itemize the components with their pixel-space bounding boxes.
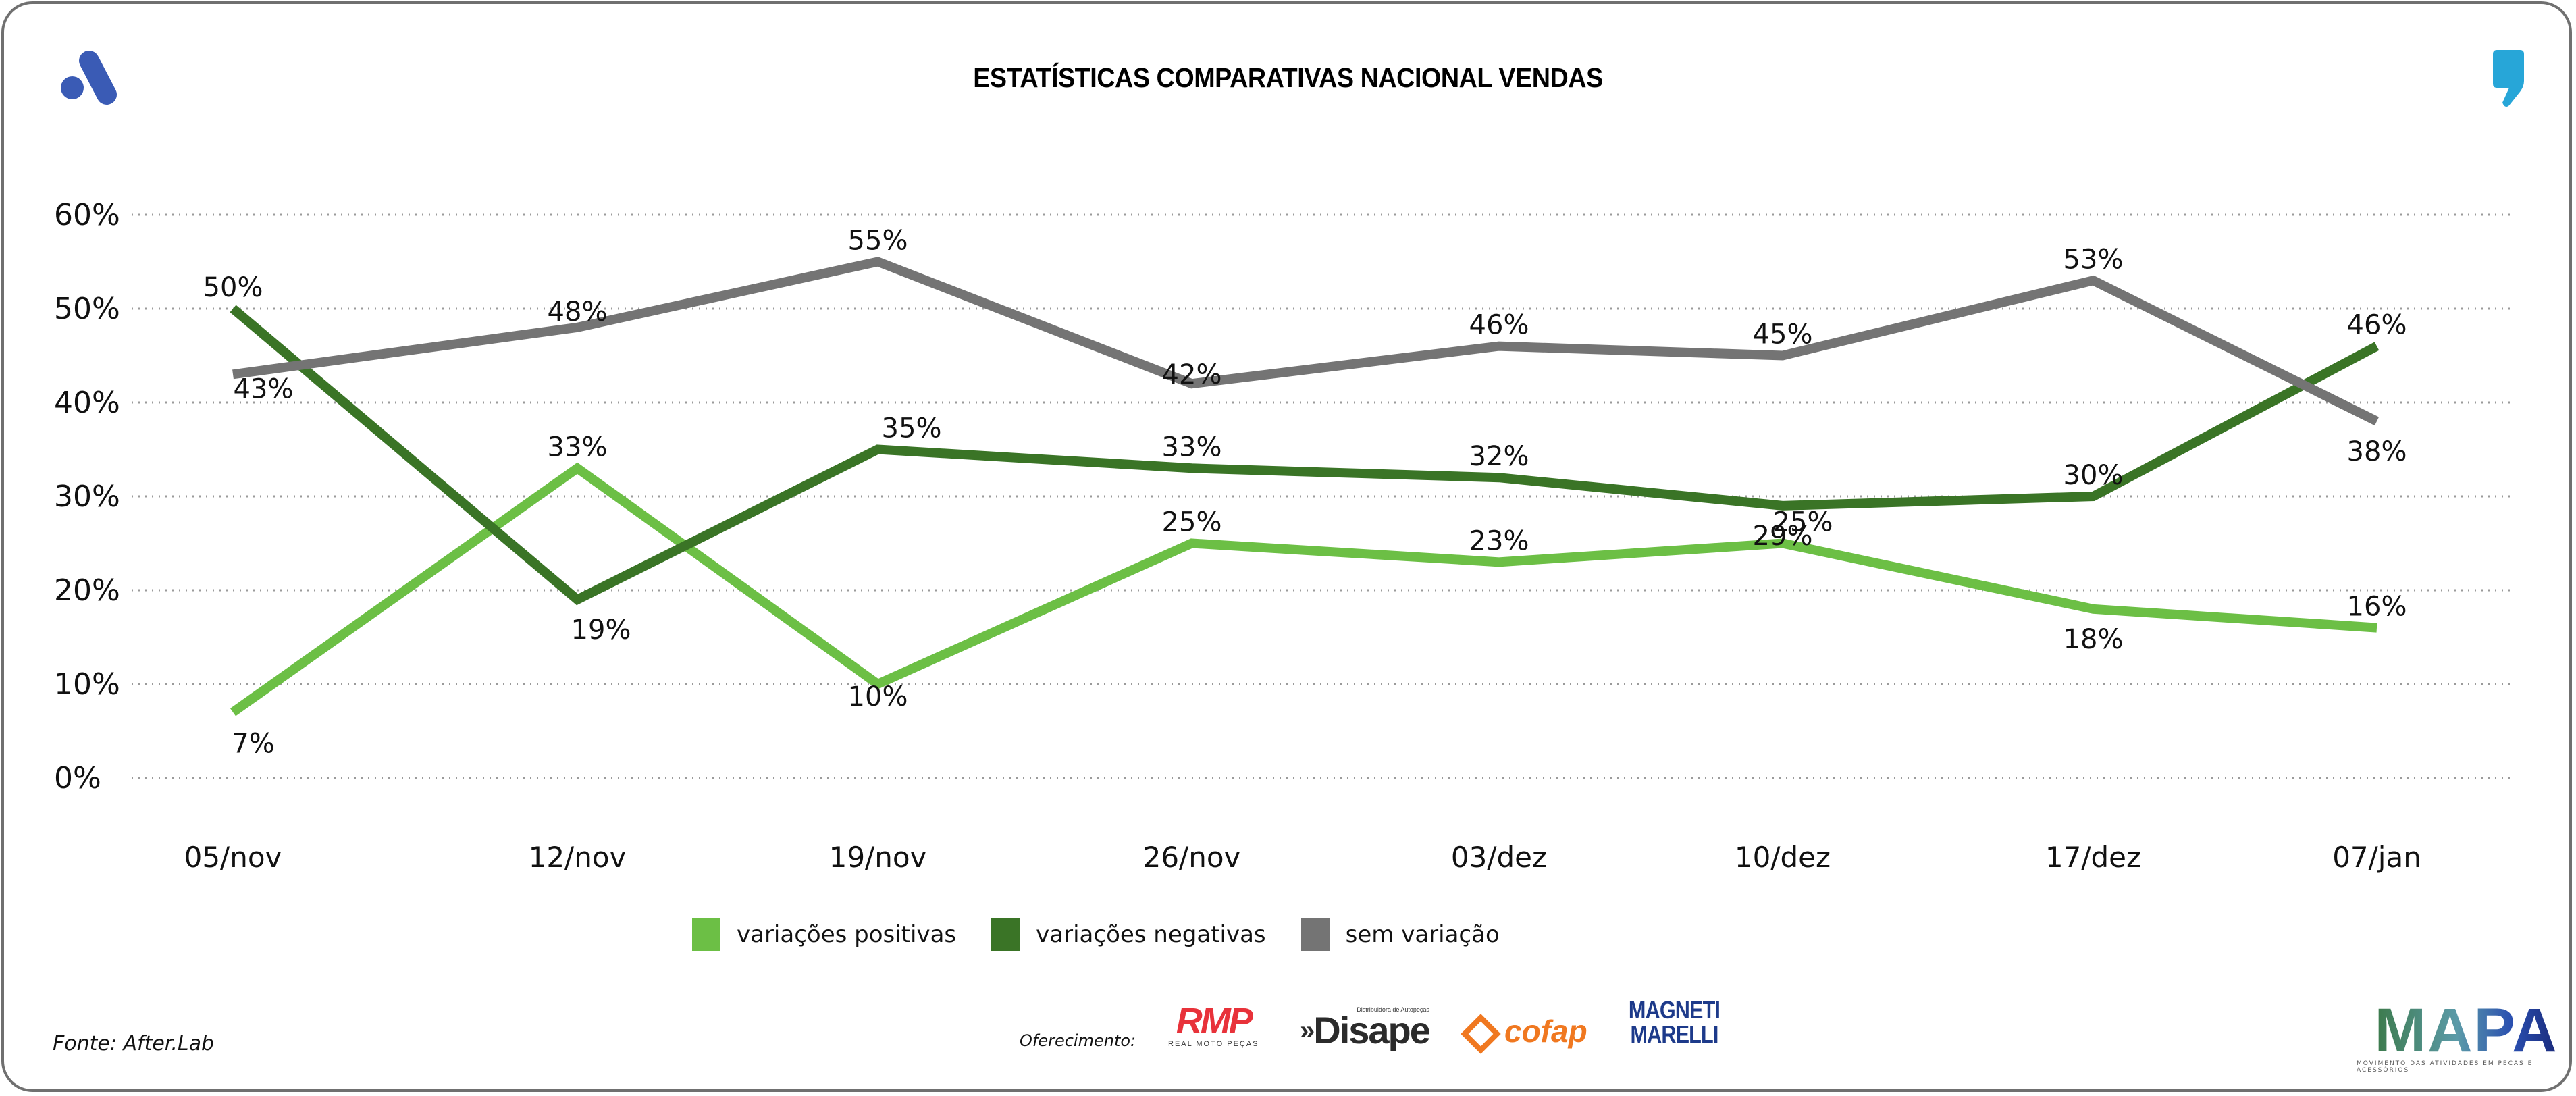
data-label: 35% [882, 413, 942, 444]
chart-title: ESTATÍSTICAS COMPARATIVAS NACIONAL VENDA… [973, 62, 1603, 93]
rmp-logo-sub: REAL MOTO PEÇAS [1168, 1040, 1259, 1048]
data-label: 43% [234, 373, 294, 405]
magneti-marelli-logo: MAGNETI MARELLI [1621, 998, 1728, 1047]
after-lab-logo-icon [61, 51, 117, 105]
x-tick-label: 10/dez [1735, 841, 1831, 874]
cofap-logo: cofap [1461, 1013, 1587, 1054]
series-line-variações-negativas [230, 305, 2380, 606]
rmp-logo-mark: RMP [1176, 1001, 1253, 1041]
disape-logo: Distribuidora de Autopeças »Disape [1300, 1006, 1431, 1049]
disape-chevron-icon: » [1300, 1016, 1315, 1045]
data-label: 46% [1469, 310, 1529, 341]
disape-logo-sub: Distribuidora de Autopeças [1357, 1006, 1429, 1013]
rmp-logo: RMP REAL MOTO PEÇAS [1168, 1002, 1259, 1048]
legend-label-no-change: sem variação [1345, 921, 1500, 948]
y-tick-label: 10% [54, 667, 120, 702]
data-label: 16% [2347, 592, 2407, 623]
comma-quote-icon [2493, 50, 2524, 107]
series-line-variações-positivas [230, 462, 2377, 716]
legend-swatch-negative [991, 918, 1020, 951]
data-label: 30% [2064, 460, 2124, 491]
data-label: 46% [2347, 310, 2407, 341]
legend-item-negative[interactable]: variações negativas [991, 918, 1266, 951]
data-label: 18% [2064, 624, 2124, 655]
data-label: 53% [2064, 244, 2124, 275]
sponsor-label: Oferecimento: [1020, 1031, 1136, 1050]
data-label: 7% [232, 729, 274, 760]
legend: variações positivas variações negativas … [692, 918, 1535, 951]
legend-item-positive[interactable]: variações positivas [692, 918, 956, 951]
legend-swatch-no-change [1300, 918, 1330, 951]
data-label: 33% [1162, 432, 1222, 463]
y-tick-label: 30% [54, 479, 120, 514]
legend-label-positive: variações positivas [737, 921, 957, 948]
legend-swatch-positive [692, 918, 720, 951]
data-label: 25% [1162, 507, 1222, 538]
magneti-line1: MAGNETI [1628, 996, 1720, 1024]
y-tick-label: 60% [54, 198, 120, 232]
x-tick-label: 03/dez [1451, 841, 1547, 874]
line-chart: 0% 10% 20% 30% 40% 50% 60% 05/nov 12/nov 19/nov 26… [54, 198, 2515, 874]
y-tick-label: 40% [54, 386, 120, 420]
data-label: 45% [1753, 319, 1813, 350]
mapa-logo-sub: MOVIMENTO DAS ATIVIDADES EM PEÇAS E ACES… [2357, 1060, 2533, 1074]
magneti-line2: MARELLI [1630, 1020, 1718, 1048]
data-label: 38% [2347, 436, 2407, 467]
x-tick-label: 26/nov [1143, 841, 1241, 874]
y-tick-label: 50% [54, 292, 120, 326]
data-label: 33% [548, 432, 608, 463]
series-line-sem-variação [232, 257, 2380, 426]
legend-item-no-change[interactable]: sem variação [1300, 918, 1500, 951]
x-tick-label: 19/nov [829, 841, 927, 874]
data-label: 42% [1162, 359, 1222, 390]
source-note: Fonte: After.Lab [53, 1032, 215, 1055]
mapa-logo: MAPA MOVIMENTO DAS ATIVIDADES EM PEÇAS E… [2357, 996, 2576, 1074]
y-tick-label: 0% [54, 761, 101, 795]
x-tick-label: 12/nov [529, 841, 627, 874]
data-label: 19% [571, 615, 631, 646]
data-label: 48% [548, 296, 608, 328]
legend-label-negative: variações negativas [1036, 921, 1266, 948]
cofap-logo-mark: cofap [1504, 1014, 1587, 1049]
x-tick-label: 17/dez [2045, 841, 2141, 874]
data-label: 50% [203, 272, 263, 303]
disape-logo-text: Disape [1313, 1009, 1431, 1051]
data-label: 55% [848, 226, 908, 257]
data-label: 10% [848, 681, 908, 712]
x-tick-label: 07/jan [2332, 841, 2421, 874]
x-tick-label: 05/nov [184, 841, 282, 874]
data-label: 23% [1469, 525, 1529, 556]
mapa-logo-mark: MAPA [2374, 996, 2558, 1065]
y-tick-label: 20% [54, 573, 120, 608]
data-label: 25% [1773, 507, 1833, 538]
data-label: 32% [1469, 441, 1529, 472]
cofap-diamond-icon [1461, 1014, 1501, 1054]
disape-logo-mark: »Disape [1300, 1012, 1431, 1049]
data-label: 29% [1753, 521, 1813, 552]
